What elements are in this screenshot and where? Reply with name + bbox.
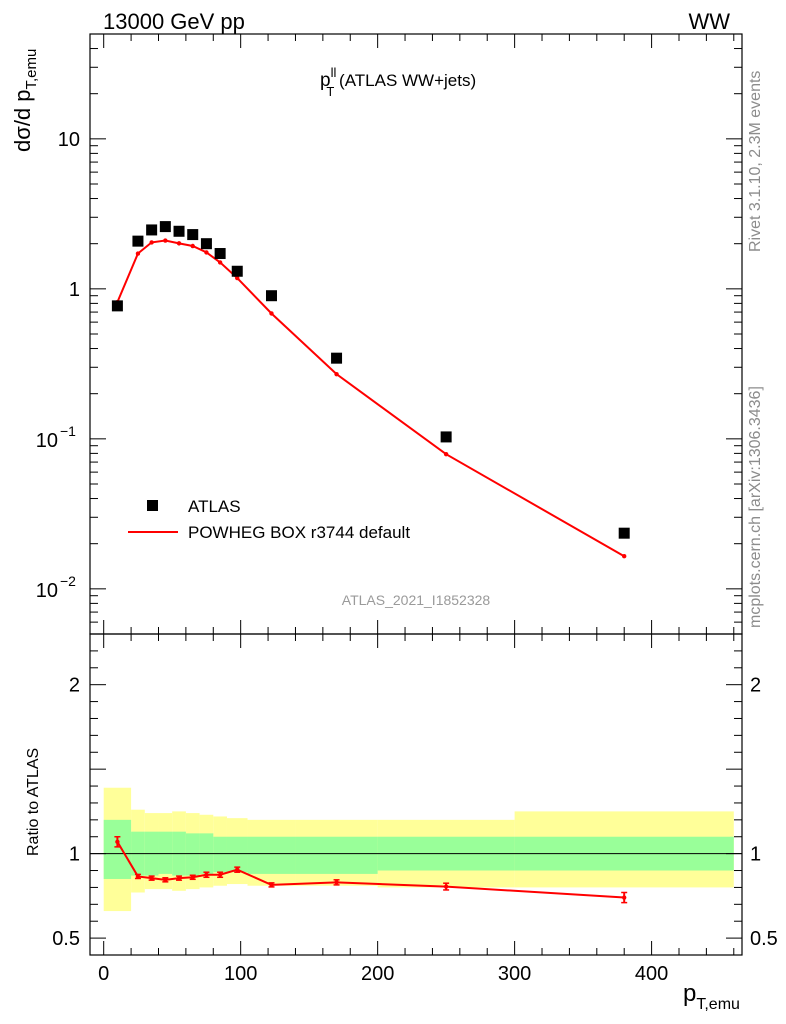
header-process-label: WW: [688, 9, 730, 34]
ratio-powheg-point: [163, 877, 168, 883]
x-tick-label: 100: [224, 963, 257, 985]
atlas-point: [618, 527, 630, 539]
main-y-tick-exponent: −1: [60, 423, 76, 439]
ratio-powheg-point: [176, 875, 182, 881]
x-axis-label-sub: T,emu: [696, 996, 740, 1013]
main-y-tick-label: 10: [36, 580, 58, 602]
analysis-watermark: ATLAS_2021_I1852328: [342, 592, 491, 608]
ratio-band-green: [226, 836, 248, 873]
ratio-band-green: [213, 836, 227, 873]
atlas-point: [146, 224, 158, 236]
header-energy-label: 13000 GeV pp: [103, 9, 245, 34]
atlas-point: [214, 248, 226, 260]
ratio-powheg-point: [443, 884, 449, 889]
x-tick-label: 0: [98, 963, 109, 985]
atlas-point: [200, 238, 212, 250]
plot-title-sub: T: [326, 84, 334, 99]
powheg-point: [269, 311, 274, 316]
powheg-point: [149, 240, 154, 245]
powheg-point: [217, 260, 223, 265]
powheg-point: [334, 371, 339, 377]
atlas-point: [132, 235, 144, 247]
ratio-band-green: [103, 819, 132, 879]
mcplots-source-label: mcplots.cern.ch [arXiv:1306.3436]: [747, 386, 764, 628]
plot-title-rest: (ATLAS WW+jets): [334, 71, 476, 90]
plot-title-main: p: [320, 70, 331, 91]
atlas-point: [331, 352, 343, 364]
ratio-powheg-point: [622, 895, 627, 900]
ratio-powheg-point: [334, 880, 339, 885]
ratio-powheg-point: [217, 872, 223, 877]
ratio-y-tick-label-right: 1: [750, 844, 761, 866]
atlas-point: [111, 300, 123, 312]
ratio-band-green: [185, 833, 200, 876]
powheg-point: [163, 238, 168, 243]
main-y-tick-label: 10: [58, 129, 80, 151]
plot-title: pll T (ATLAS WW+jets): [320, 65, 476, 99]
x-axis-label: pT,emu: [683, 980, 740, 1013]
plot-title-sup: ll: [331, 65, 337, 80]
ratio-plot-area: 0 100 200 300 400 0.5 0.5 1 1 2 2: [52, 633, 778, 985]
rivet-version-label: Rivet 3.1.10, 2.3M events: [747, 71, 764, 252]
main-plot-frame: [89, 33, 743, 635]
x-tick-label: 300: [498, 963, 531, 985]
atlas-point: [440, 431, 452, 443]
ratio-powheg-point: [235, 867, 240, 872]
powheg-point: [204, 250, 209, 255]
legend-label-powheg: POWHEG BOX r3744 default: [188, 523, 410, 542]
powheg-point: [176, 241, 182, 246]
atlas-point: [231, 265, 243, 277]
legend-label-atlas: ATLAS: [188, 497, 241, 516]
ratio-y-tick-label-right: 2: [750, 675, 761, 697]
main-y-tick-label: 1: [69, 279, 80, 301]
atlas-point: [265, 290, 277, 302]
atlas-point: [187, 229, 199, 241]
powheg-point: [235, 275, 240, 281]
ratio-powheg-point: [190, 875, 195, 880]
ratio-band-green: [247, 836, 296, 874]
ratio-y-tick-label-left: 2: [69, 675, 80, 697]
ratio-powheg-point: [135, 874, 141, 879]
main-y-tick-exponent: −2: [60, 573, 76, 589]
powheg-point: [622, 554, 627, 559]
ratio-y-tick-label-left: 0.5: [52, 928, 80, 950]
powheg-point: [135, 251, 141, 256]
ratio-y-axis-label: Ratio to ATLAS: [25, 748, 42, 856]
ratio-powheg-point: [269, 882, 274, 888]
main-y-axis-label: dσ/d pT,emu: [10, 49, 40, 152]
ratio-plot-frame: [89, 633, 743, 956]
ratio-band-green: [295, 836, 378, 874]
legend-marker-atlas: [147, 500, 158, 511]
ratio-powheg-point: [115, 839, 120, 845]
powheg-point: [443, 452, 449, 457]
atlas-point: [159, 221, 171, 233]
legend: ATLAS POWHEG BOX r3744 default: [128, 497, 410, 542]
x-tick-label: 200: [361, 963, 394, 985]
ratio-y-tick-label-left: 1: [69, 844, 80, 866]
ratio-band-green: [158, 831, 173, 874]
main-y-tick-label: 10: [36, 430, 58, 452]
x-tick-label: 400: [635, 963, 668, 985]
atlas-point: [173, 225, 185, 237]
main-y-axis-label-sub: T,emu: [23, 49, 40, 90]
powheg-point: [190, 243, 195, 249]
main-y-axis-label-main: dσ/d p: [10, 89, 35, 152]
ratio-y-tick-label-right: 0.5: [750, 928, 778, 950]
ratio-powheg-point: [149, 875, 154, 881]
x-axis-label-main: p: [683, 980, 696, 1007]
ratio-powheg-point: [204, 872, 209, 877]
